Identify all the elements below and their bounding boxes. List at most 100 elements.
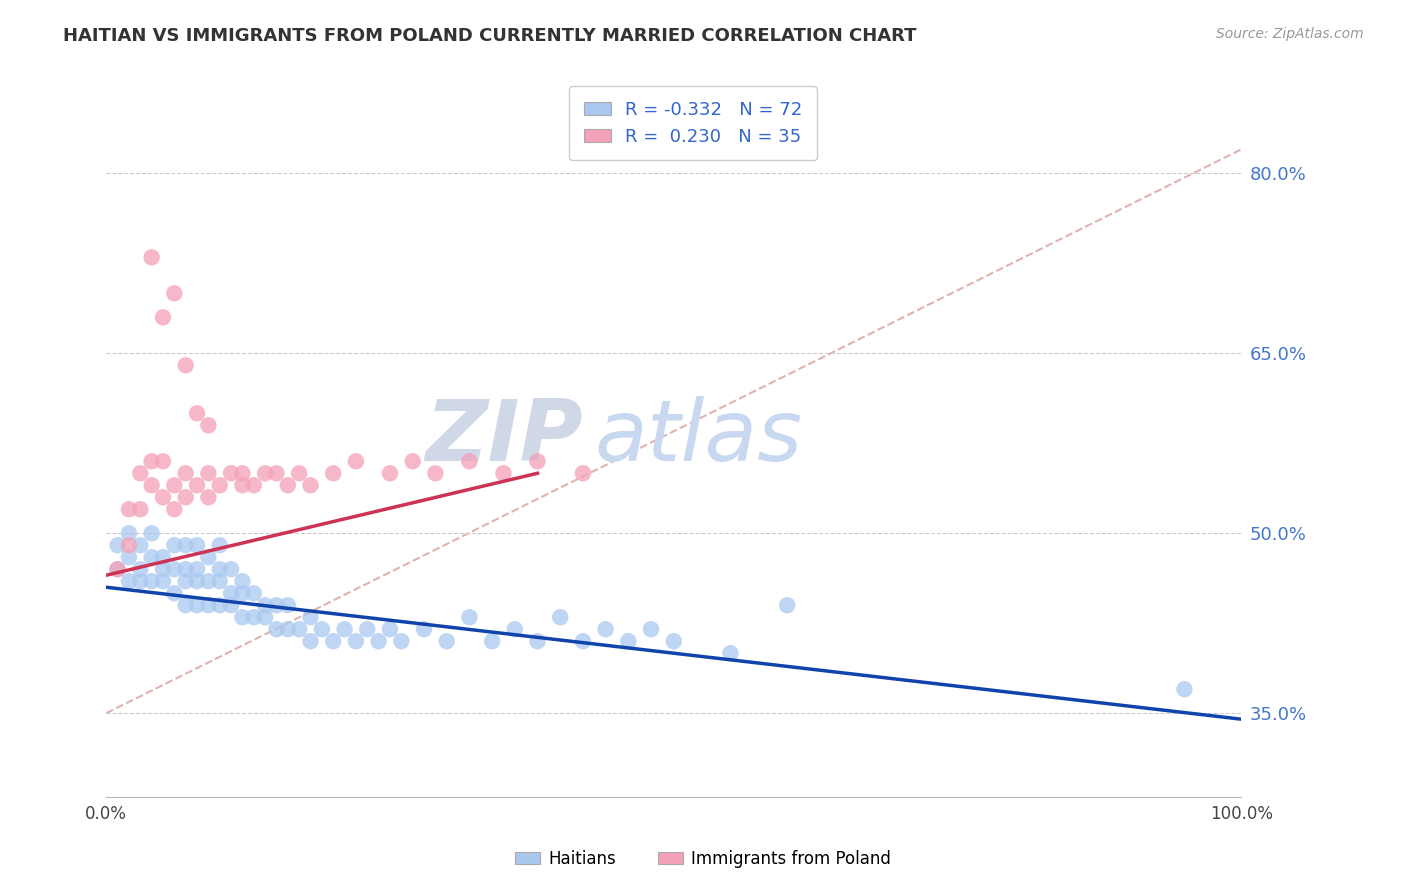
- Point: [186, 478, 208, 492]
- Point: [208, 599, 231, 613]
- Point: [389, 634, 412, 648]
- Point: [242, 478, 264, 492]
- Point: [174, 490, 197, 504]
- Point: [186, 538, 208, 552]
- Point: [219, 599, 242, 613]
- Point: [322, 634, 344, 648]
- Point: [277, 478, 299, 492]
- Point: [141, 478, 163, 492]
- Point: [174, 467, 197, 481]
- Point: [219, 562, 242, 576]
- Point: [208, 538, 231, 552]
- Point: [186, 562, 208, 576]
- Point: [503, 622, 526, 636]
- Point: [242, 610, 264, 624]
- Point: [141, 526, 163, 541]
- Point: [595, 622, 617, 636]
- Point: [152, 562, 174, 576]
- Point: [266, 599, 288, 613]
- Point: [197, 490, 219, 504]
- Point: [163, 538, 186, 552]
- Point: [208, 562, 231, 576]
- Point: [572, 467, 595, 481]
- Point: [277, 622, 299, 636]
- Point: [141, 251, 163, 265]
- Point: [129, 502, 152, 516]
- Point: [141, 574, 163, 589]
- Point: [378, 622, 401, 636]
- Point: [197, 574, 219, 589]
- Point: [163, 286, 186, 301]
- Point: [152, 490, 174, 504]
- Point: [254, 467, 277, 481]
- Point: [129, 467, 152, 481]
- Point: [526, 454, 548, 468]
- Point: [481, 634, 503, 648]
- Point: [254, 599, 277, 613]
- Point: [548, 610, 571, 624]
- Point: [344, 634, 367, 648]
- Point: [425, 467, 447, 481]
- Text: Source: ZipAtlas.com: Source: ZipAtlas.com: [1216, 27, 1364, 41]
- Point: [299, 610, 322, 624]
- Point: [367, 634, 389, 648]
- Point: [208, 478, 231, 492]
- Point: [107, 562, 129, 576]
- Point: [333, 622, 356, 636]
- Point: [174, 562, 197, 576]
- Point: [186, 574, 208, 589]
- Point: [458, 610, 481, 624]
- Point: [197, 599, 219, 613]
- Point: [311, 622, 333, 636]
- Point: [266, 622, 288, 636]
- Point: [197, 467, 219, 481]
- Point: [458, 454, 481, 468]
- Point: [492, 467, 515, 481]
- Point: [107, 538, 129, 552]
- Point: [197, 550, 219, 565]
- Point: [118, 538, 141, 552]
- Point: [776, 599, 799, 613]
- Point: [344, 454, 367, 468]
- Point: [174, 538, 197, 552]
- Point: [174, 574, 197, 589]
- Point: [129, 562, 152, 576]
- Point: [163, 478, 186, 492]
- Point: [118, 526, 141, 541]
- Text: atlas: atlas: [595, 396, 803, 479]
- Point: [299, 478, 322, 492]
- Point: [163, 586, 186, 600]
- Point: [219, 586, 242, 600]
- Point: [118, 574, 141, 589]
- Point: [356, 622, 378, 636]
- Point: [231, 574, 253, 589]
- Legend: Haitians, Immigrants from Poland: Haitians, Immigrants from Poland: [509, 844, 897, 875]
- Point: [107, 562, 129, 576]
- Point: [152, 574, 174, 589]
- Point: [662, 634, 685, 648]
- Point: [378, 467, 401, 481]
- Point: [152, 310, 174, 325]
- Point: [322, 467, 344, 481]
- Point: [219, 467, 242, 481]
- Point: [617, 634, 640, 648]
- Point: [242, 586, 264, 600]
- Point: [163, 562, 186, 576]
- Point: [163, 502, 186, 516]
- Text: ZIP: ZIP: [425, 396, 583, 479]
- Point: [720, 646, 742, 660]
- Point: [129, 574, 152, 589]
- Point: [174, 599, 197, 613]
- Point: [118, 502, 141, 516]
- Point: [186, 599, 208, 613]
- Point: [231, 586, 253, 600]
- Point: [231, 610, 253, 624]
- Point: [640, 622, 662, 636]
- Point: [152, 550, 174, 565]
- Point: [231, 478, 253, 492]
- Point: [572, 634, 595, 648]
- Point: [277, 599, 299, 613]
- Point: [254, 610, 277, 624]
- Point: [208, 574, 231, 589]
- Legend: R = -0.332   N = 72, R =  0.230   N = 35: R = -0.332 N = 72, R = 0.230 N = 35: [569, 87, 817, 161]
